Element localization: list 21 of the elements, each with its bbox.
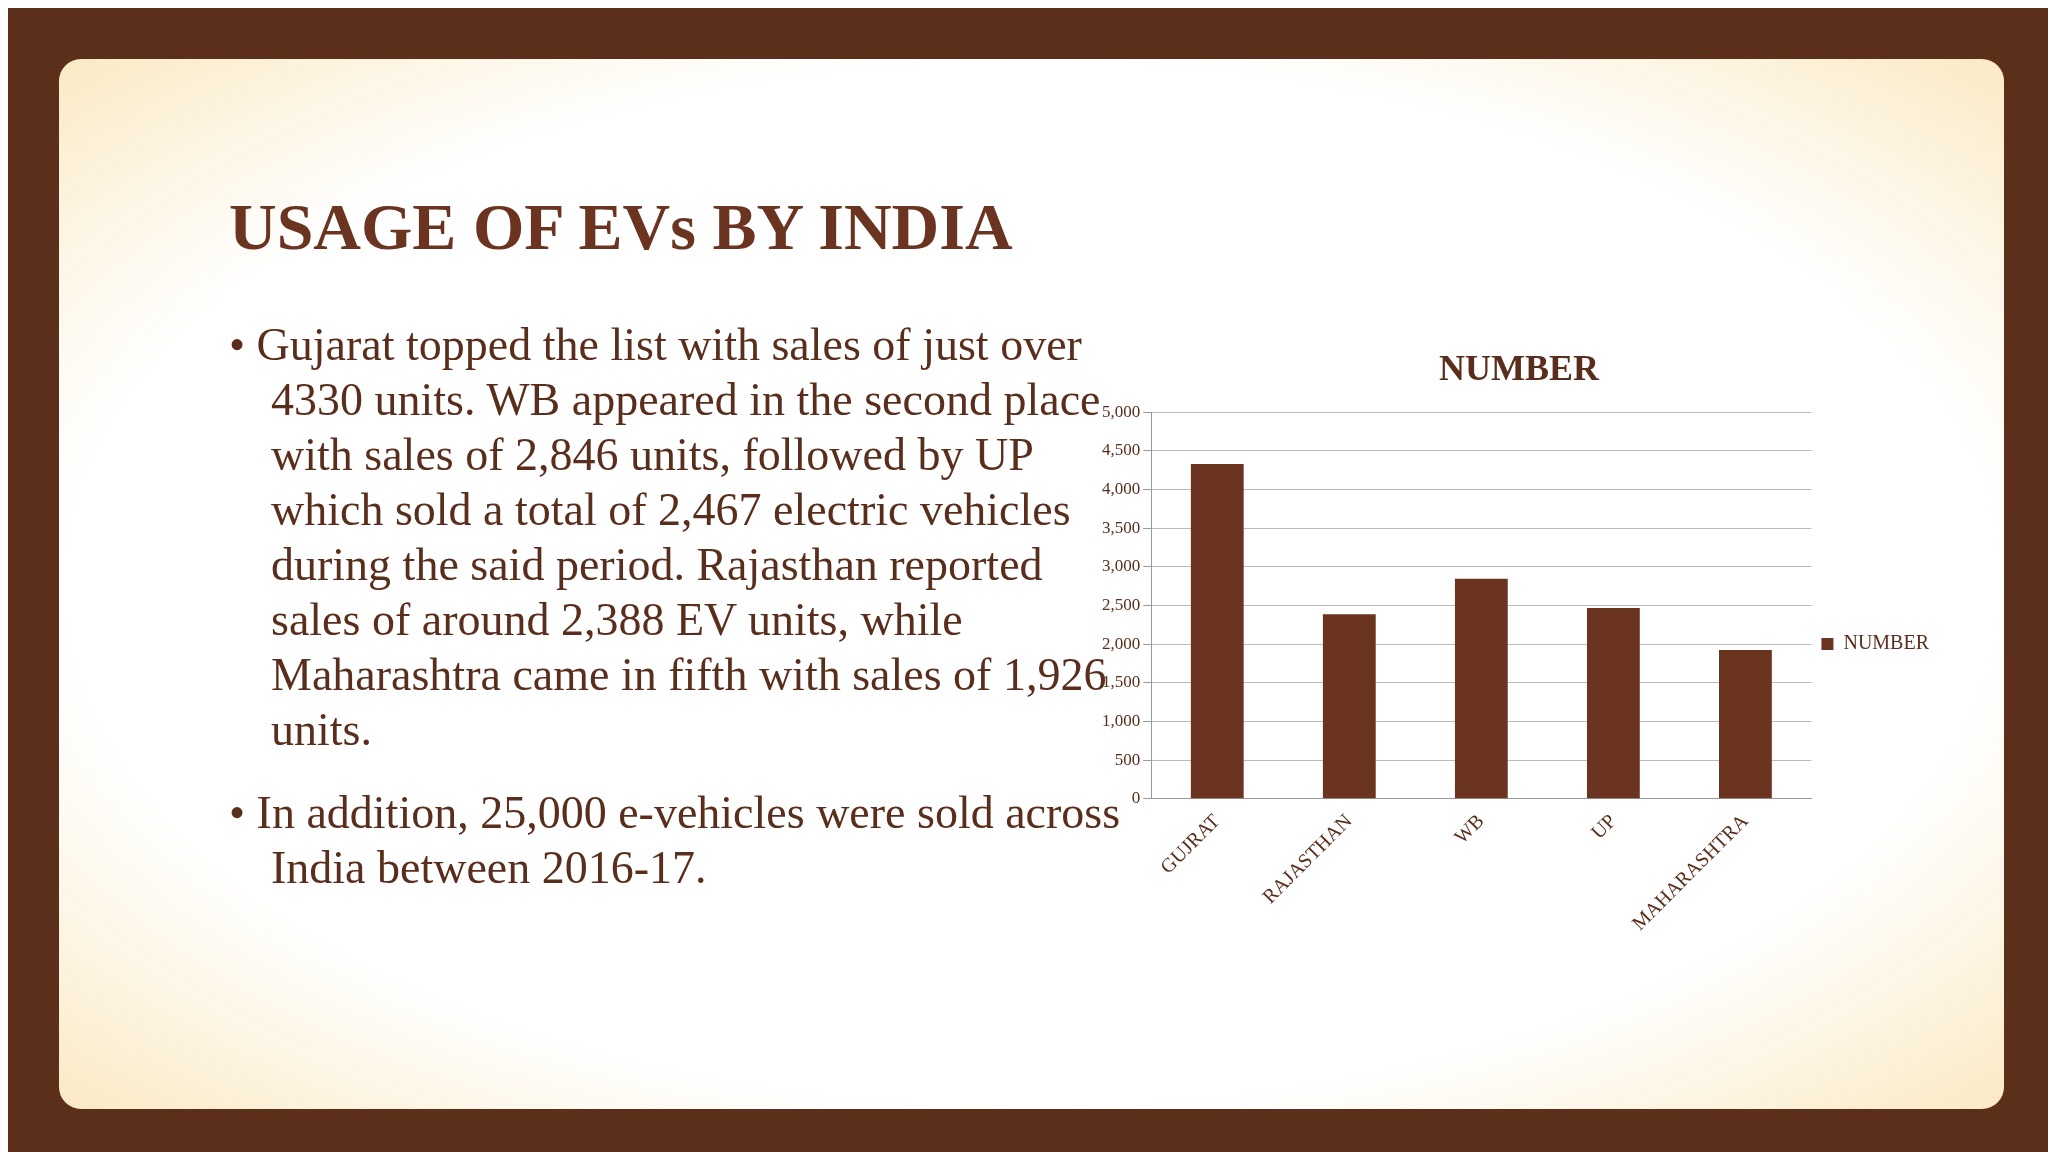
x-tick-label: UP	[1586, 809, 1620, 843]
bar	[1190, 464, 1244, 799]
text: • In addition, 25,000 e-vehicles were sold across India between 2016-17.	[229, 787, 1121, 893]
y-tick-label: 3,500	[1102, 517, 1141, 537]
y-tick-label: 2,000	[1102, 633, 1141, 653]
legend-label: NUMBER	[1843, 631, 1930, 654]
text: USAGE OF EVs BY INDIA	[229, 189, 1013, 265]
y-tick-label: 0	[1131, 788, 1141, 808]
y-tick-label: 3,000	[1102, 556, 1141, 576]
bar	[1719, 649, 1772, 799]
y-tick-label: 5,000	[1102, 401, 1141, 421]
chart-subtitle: NUMBER	[1439, 347, 1600, 388]
y-tick-label: 500	[1114, 749, 1141, 769]
bar	[1454, 578, 1508, 799]
x-tick-label: WB	[1449, 809, 1488, 848]
y-tick-label: 4,000	[1102, 478, 1141, 498]
bar	[1586, 608, 1640, 799]
y-tick-label: 1,000	[1102, 710, 1141, 730]
y-tick-label: 2,500	[1102, 594, 1141, 614]
y-tick-label: 4,500	[1102, 440, 1141, 460]
bar	[1322, 614, 1376, 799]
